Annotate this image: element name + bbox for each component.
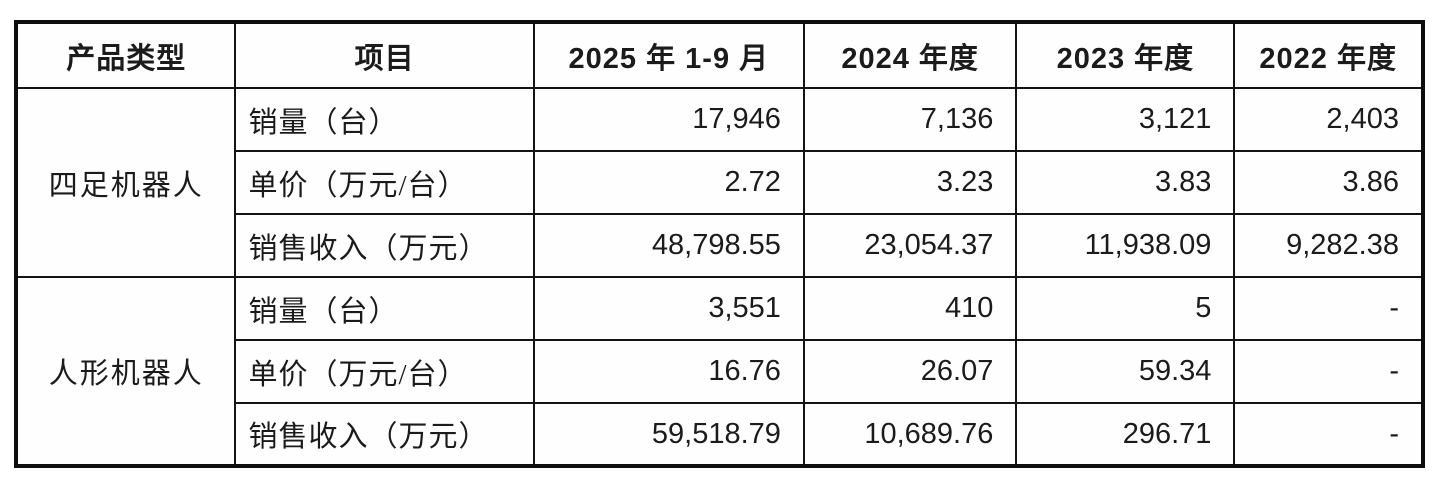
header-2025: 2025 年 1-9 月 <box>532 21 805 89</box>
header-2024: 2024 年度 <box>802 21 1018 89</box>
table-row: 人形机器人 销量（台） 3,551 410 5 - <box>14 276 1424 467</box>
cell-value: 26.07 <box>802 339 1018 404</box>
header-product-type: 产品类型 <box>14 21 237 89</box>
cell-value: 16.76 <box>532 339 805 404</box>
item-sales-volume: 销量（台） <box>234 87 535 152</box>
item-unit-price: 单价（万元/台） <box>234 150 535 215</box>
item-unit-price: 单价（万元/台） <box>234 339 535 404</box>
header-2023: 2023 年度 <box>1015 21 1236 89</box>
cell-value: 11,938.09 <box>1015 213 1236 278</box>
cell-value: 48,798.55 <box>532 213 805 278</box>
product-quadruped-robot: 四足机器人 <box>14 87 237 278</box>
cell-value: 5 <box>1015 276 1236 341</box>
table-row: 销售收入（万元） 59,518.79 10,689.76 296.71 - <box>16 402 1424 467</box>
cell-value: 2.72 <box>532 150 805 215</box>
table-row: 销售收入（万元） 48,798.55 23,054.37 11,938.09 9… <box>16 213 1424 278</box>
table-row: 四足机器人 销量（台） 17,946 7,136 3,121 2,403 <box>14 87 1424 278</box>
cell-value: 17,946 <box>532 87 805 152</box>
table-row: 单价（万元/台） 16.76 26.07 59.34 - <box>16 339 1424 404</box>
header-2022: 2022 年度 <box>1233 21 1424 89</box>
cell-value: 23,054.37 <box>802 213 1018 278</box>
table-row: 单价（万元/台） 2.72 3.23 3.83 3.86 <box>16 150 1424 215</box>
header-item: 项目 <box>234 21 535 89</box>
cell-value: 9,282.38 <box>1233 213 1424 278</box>
item-sales-revenue: 销售收入（万元） <box>234 213 535 278</box>
cell-value: 410 <box>802 276 1018 341</box>
cell-value: - <box>1233 276 1424 341</box>
cell-value: 296.71 <box>1015 402 1236 467</box>
cell-value: 3.86 <box>1233 150 1424 215</box>
product-humanoid-robot: 人形机器人 <box>14 276 237 467</box>
cell-value: 2,403 <box>1233 87 1424 152</box>
item-sales-revenue: 销售收入（万元） <box>234 402 535 467</box>
header-row: 产品类型 项目 2025 年 1-9 月 2024 年度 2023 年度 202… <box>14 21 1424 89</box>
cell-value: 10,689.76 <box>802 402 1018 467</box>
cell-value: 7,136 <box>802 87 1018 152</box>
cell-value: 59.34 <box>1015 339 1236 404</box>
cell-value: 3.83 <box>1015 150 1236 215</box>
product-sales-table: 产品类型 项目 2025 年 1-9 月 2024 年度 2023 年度 202… <box>14 20 1425 468</box>
cell-value: 3,551 <box>532 276 805 341</box>
cell-value: - <box>1233 402 1424 467</box>
item-sales-volume: 销量（台） <box>234 276 535 341</box>
cell-value: 3,121 <box>1015 87 1236 152</box>
cell-value: - <box>1233 339 1424 404</box>
cell-value: 3.23 <box>802 150 1018 215</box>
cell-value: 59,518.79 <box>532 402 805 467</box>
